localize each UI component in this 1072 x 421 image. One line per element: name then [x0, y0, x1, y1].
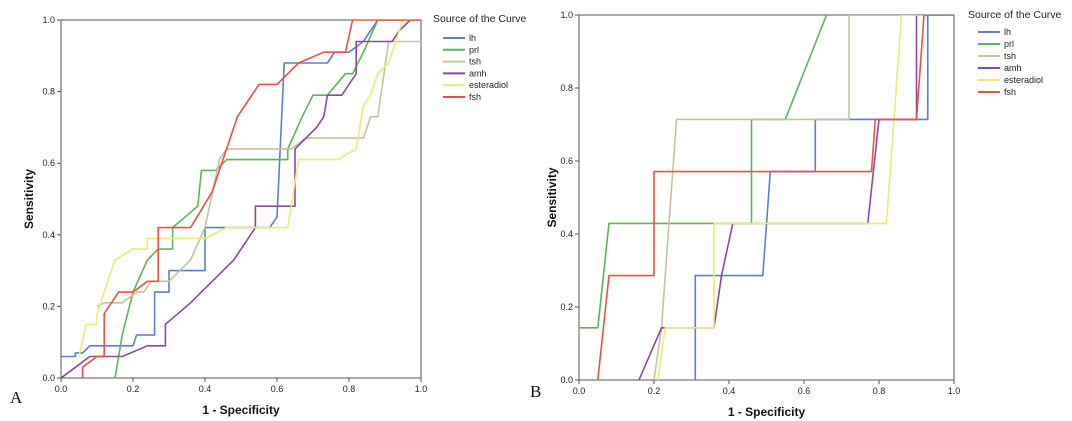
series-line-amh — [61, 20, 421, 378]
legend-label: tsh — [469, 57, 481, 67]
x-axis-title: 1 - Specificity — [728, 405, 806, 419]
panel-label: A — [10, 388, 23, 407]
plot-frame — [578, 14, 955, 381]
legend-title: Source of the Curve — [433, 13, 527, 25]
y-tick-label: 0.8 — [42, 87, 55, 97]
x-tick-label: 0.0 — [573, 386, 586, 396]
x-tick-label: 1.0 — [415, 384, 428, 394]
legend-label: esteradiol — [469, 80, 508, 90]
y-tick-label: 0.0 — [42, 373, 55, 383]
legend-label: lh — [1004, 27, 1011, 37]
series-line-prl — [114, 20, 421, 378]
series-line-lh — [61, 20, 421, 358]
x-tick-label: 0.2 — [127, 384, 140, 394]
series-line-lh — [694, 15, 954, 380]
x-tick-label: 0.0 — [55, 384, 68, 394]
x-tick-label: 0.4 — [723, 386, 736, 396]
panel-label: B — [530, 382, 541, 401]
legend-item-fsh: fsh — [443, 92, 481, 102]
x-tick-label: 0.4 — [199, 384, 212, 394]
legend-label: fsh — [1004, 87, 1016, 97]
series-line-amh — [638, 15, 954, 380]
x-tick-label: 0.2 — [648, 386, 661, 396]
series-line-tsh — [96, 40, 421, 308]
legend-label: amh — [1004, 63, 1022, 73]
y-tick-label: 0.4 — [42, 230, 55, 240]
y-tick-label: 1.0 — [42, 15, 55, 25]
x-tick-label: 0.6 — [798, 386, 811, 396]
series-lines — [61, 20, 421, 378]
y-axis-title: Sensitivity — [22, 169, 36, 229]
legend-label: fsh — [469, 92, 481, 102]
x-tick-label: 0.8 — [873, 386, 886, 396]
y-tick-label: 0.0 — [560, 375, 573, 385]
legend-label: prl — [1004, 39, 1014, 49]
y-tick-label: 0.2 — [560, 302, 573, 312]
legend-item-esteradiol: esteradiol — [443, 80, 508, 90]
legend-item-tsh: tsh — [978, 51, 1016, 61]
series-line-fsh — [81, 20, 421, 378]
y-tick-label: 0.6 — [42, 158, 55, 168]
y-tick-label: 1.0 — [560, 10, 573, 20]
plot-frame — [60, 19, 422, 379]
legend-item-lh: lh — [978, 27, 1011, 37]
legend-label: prl — [469, 45, 479, 55]
y-tick-label: 0.6 — [560, 156, 573, 166]
legend-item-lh: lh — [443, 33, 476, 43]
x-tick-label: 0.6 — [271, 384, 284, 394]
series-line-fsh — [597, 15, 954, 380]
x-tick-label: 1.0 — [948, 386, 961, 396]
series-line-esteradiol — [78, 20, 421, 357]
series-lines — [579, 15, 954, 380]
legend-item-esteradiol: esteradiol — [978, 75, 1043, 85]
y-tick-label: 0.8 — [560, 83, 573, 93]
legend-label: amh — [469, 68, 487, 78]
legend-item-amh: amh — [443, 68, 487, 78]
series-line-tsh — [653, 15, 954, 380]
roc-panel-a: 0.00.0 0.2 0.2 0.4 0.4 0.6 0.6 0.8 0.8 1.0 1.0 1 - … — [10, 13, 527, 417]
legend-label: tsh — [1004, 51, 1016, 61]
y-tick-label: 0.4 — [560, 229, 573, 239]
roc-panel-b: 0.00.0 0.2 0.2 0.4 0.4 0.6 0.6 0.8 0.8 1.0 1.0 1 - … — [530, 9, 1062, 419]
y-axis-title: Sensitivity — [545, 167, 559, 227]
x-axis-title: 1 - Specificity — [202, 403, 280, 417]
legend-item-prl: prl — [443, 45, 479, 55]
legend-label: lh — [469, 33, 476, 43]
legend-title: Source of the Curve — [968, 9, 1062, 21]
legend-item-amh: amh — [978, 63, 1022, 73]
legend: Source of the Curve lh prl tsh amh esteradiol… — [968, 9, 1062, 97]
legend-item-fsh: fsh — [978, 87, 1016, 97]
x-tick-label: 0.8 — [343, 384, 356, 394]
legend-label: esteradiol — [1004, 75, 1043, 85]
series-line-esteradiol — [657, 15, 954, 380]
legend-item-tsh: tsh — [443, 57, 481, 67]
y-tick-label: 0.2 — [42, 301, 55, 311]
legend-item-prl: prl — [978, 39, 1014, 49]
